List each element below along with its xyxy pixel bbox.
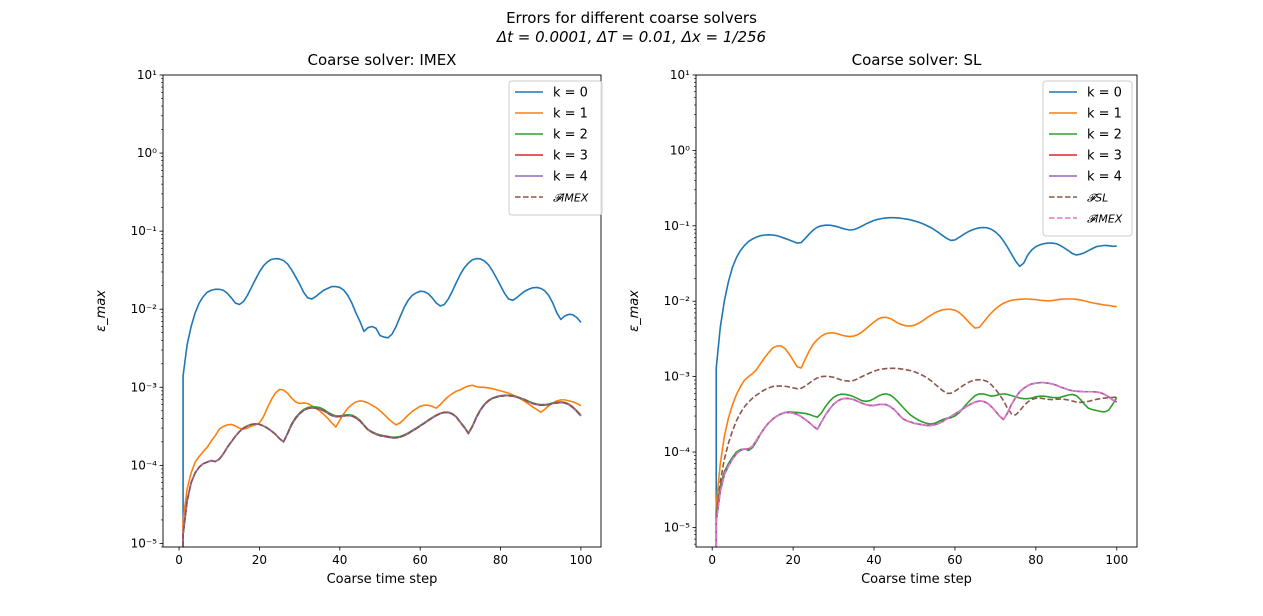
series-line-3 — [182, 394, 582, 547]
series-line-6 — [715, 367, 1117, 547]
figure-title: Errors for different coarse solvers — [506, 9, 757, 27]
y-tick-label: 10¹ — [670, 68, 690, 82]
legend-label: k = 0 — [553, 86, 588, 101]
series-line-4 — [715, 381, 1118, 547]
x-axis-label: Coarse time step — [327, 572, 438, 587]
subplot-title: Coarse solver: SL — [852, 51, 982, 69]
legend-label: k = 0 — [1087, 86, 1122, 101]
y-axis-label: ε_max — [94, 290, 109, 332]
series-line-6 — [182, 394, 582, 547]
y-tick-label: 10⁻³ — [664, 370, 691, 384]
y-tick-label: 10⁻¹ — [131, 224, 158, 238]
y-tick-label: 10⁰ — [670, 143, 690, 157]
subplot-1: Coarse solver: IMEX 10⁻⁵ 10⁻⁴ 10⁻³ 10⁻² 10⁻¹ 1… — [94, 51, 603, 587]
plot-frame — [695, 74, 1138, 548]
legend: k = 0 k = 1 k = 2 k = 3 k = 4 𝓕SL 𝓕IMEX — [1042, 80, 1133, 237]
y-tick-label: 10⁻⁴ — [131, 458, 158, 472]
legend-label: 𝓕SL — [1087, 192, 1108, 205]
series-line-1 — [182, 257, 582, 547]
legend-label: k = 1 — [1087, 107, 1122, 122]
series-line-2 — [715, 298, 1117, 547]
x-tick-label: 60 — [947, 553, 962, 567]
y-tick-label: 10⁻² — [664, 294, 691, 308]
y-tick-label: 10⁻⁵ — [664, 520, 691, 534]
legend-label: k = 2 — [1087, 128, 1122, 143]
legend-label: k = 4 — [1087, 170, 1122, 185]
legend-label: k = 2 — [553, 128, 588, 143]
legend-label: 𝓕IMEX — [553, 192, 589, 205]
legend-label: k = 3 — [553, 149, 588, 164]
legend-label: 𝓕IMEX — [1087, 213, 1123, 226]
series-line-5 — [715, 381, 1118, 547]
x-axis-label: Coarse time step — [861, 572, 972, 587]
x-tick-label: 0 — [708, 553, 716, 567]
x-tick-label: 20 — [252, 553, 267, 567]
legend-box — [508, 80, 603, 216]
legend-label: k = 1 — [553, 107, 588, 122]
y-tick-label: 10⁻² — [131, 302, 158, 316]
y-tick-label: 10⁰ — [137, 146, 157, 160]
x-tick-label: 100 — [569, 553, 592, 567]
series-line-4 — [182, 394, 582, 547]
legend-label: k = 3 — [1087, 149, 1122, 164]
legend-label: k = 4 — [553, 170, 588, 185]
series-line-1 — [715, 216, 1117, 547]
figure-subtitle: Δt = 0.0001, ΔT = 0.01, Δx = 1/256 — [496, 28, 767, 46]
series-line-7 — [715, 381, 1118, 547]
y-tick-label: 10¹ — [137, 68, 157, 82]
legend: k = 0 k = 1 k = 2 k = 3 k = 4 𝓕IMEX — [508, 80, 603, 216]
x-tick-label: 60 — [413, 553, 428, 567]
x-tick-label: 80 — [493, 553, 508, 567]
y-tick-label: 10⁻¹ — [664, 219, 691, 233]
series-line-2 — [182, 384, 582, 547]
x-tick-label: 80 — [1028, 553, 1043, 567]
y-tick-label: 10⁻⁵ — [131, 536, 158, 550]
y-tick-label: 10⁻⁴ — [664, 445, 691, 459]
subplot-title: Coarse solver: IMEX — [308, 51, 457, 69]
x-tick-label: 40 — [332, 553, 347, 567]
y-axis-label: ε_max — [627, 290, 642, 332]
x-tick-label: 100 — [1105, 553, 1128, 567]
subplot-2: Coarse solver: SL 10⁻⁵ 10⁻⁴ 10⁻³ 10⁻² 10⁻¹ 10⁰… — [627, 51, 1138, 587]
y-tick-label: 10⁻³ — [131, 380, 158, 394]
x-tick-label: 20 — [785, 553, 800, 567]
x-tick-label: 0 — [175, 553, 183, 567]
series-line-5 — [182, 394, 582, 547]
plot-frame — [162, 74, 602, 548]
x-tick-label: 40 — [866, 553, 881, 567]
